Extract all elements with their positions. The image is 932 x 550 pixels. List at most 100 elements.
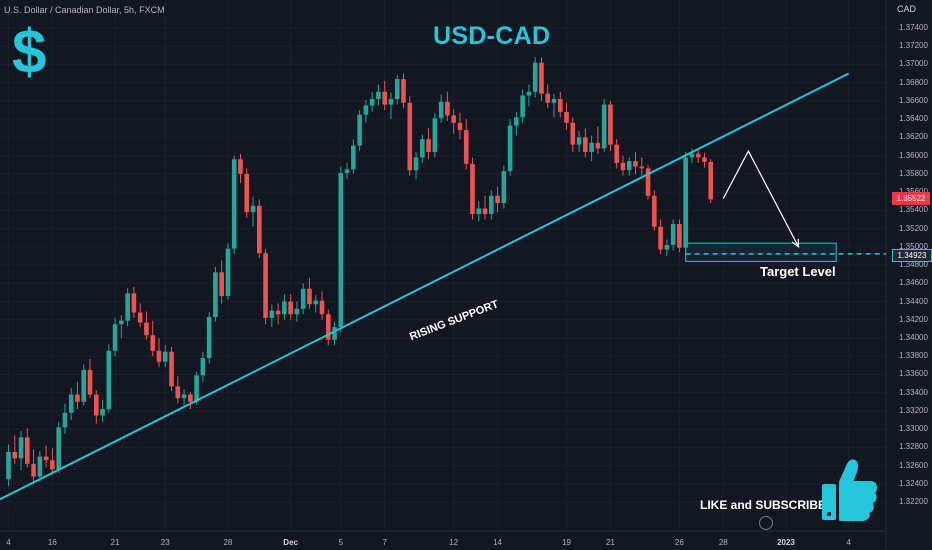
price-tick-label: 1.35800 — [899, 168, 928, 178]
candle-body — [420, 139, 425, 158]
candle — [689, 148, 695, 163]
candle-body — [31, 463, 36, 477]
candle — [601, 99, 607, 152]
currency-label: CAD — [897, 4, 917, 14]
candle-body — [269, 310, 275, 318]
candle-body — [670, 224, 676, 245]
candle — [495, 186, 500, 213]
candle-body — [12, 451, 18, 459]
tradingview-logo-icon — [759, 516, 773, 530]
subscribe-text: LIKE and SUBSCRIBE — [700, 498, 827, 512]
candle-body — [532, 62, 538, 92]
candle — [18, 431, 24, 471]
candle-body — [495, 195, 500, 204]
candle-body — [300, 288, 306, 309]
candle-body — [482, 208, 488, 214]
candle-body — [131, 293, 137, 313]
candle-body — [407, 102, 413, 171]
candle-body — [68, 394, 74, 413]
candle-body — [614, 144, 619, 163]
chart-grid — [0, 0, 886, 531]
candle-body — [476, 208, 482, 214]
candle-body — [677, 224, 682, 248]
candle — [169, 347, 174, 391]
candle — [357, 110, 362, 152]
candle — [62, 403, 68, 434]
price-tick-label: 1.34200 — [899, 314, 928, 324]
time-tick-label: 2023 — [777, 538, 795, 547]
candle-body — [332, 327, 337, 340]
price-tick-label: 1.35400 — [899, 205, 928, 215]
candle-body — [589, 142, 594, 152]
candle — [633, 151, 638, 174]
time-tick-label: 23 — [160, 538, 170, 547]
price-tick-label: 1.36000 — [899, 150, 928, 160]
time-tick-label: 4 — [846, 538, 851, 547]
candle — [181, 389, 187, 407]
candle — [75, 381, 80, 410]
price-tick-label: 1.36200 — [899, 132, 928, 142]
candle-body — [626, 161, 632, 171]
candle — [275, 303, 281, 325]
candle — [476, 201, 482, 222]
candle-body — [363, 105, 369, 115]
candle-body — [394, 79, 400, 100]
candle — [583, 128, 588, 158]
candle — [463, 119, 469, 170]
candle-body — [282, 301, 287, 315]
candle — [6, 444, 11, 486]
candle-body — [438, 101, 444, 119]
candle-body — [639, 166, 645, 169]
candle — [325, 309, 331, 346]
candle — [595, 126, 601, 154]
time-tick-label: 19 — [562, 538, 571, 547]
candle — [551, 93, 557, 118]
candle — [576, 130, 582, 152]
candle-body — [664, 244, 670, 250]
thumbs-up-icon — [822, 459, 877, 521]
price-tick-label: 1.32200 — [899, 497, 928, 507]
target-zone-box — [685, 242, 837, 262]
candle — [589, 135, 594, 162]
candle — [206, 312, 212, 364]
candle — [451, 109, 456, 134]
candle — [557, 91, 563, 118]
candle-body — [351, 145, 356, 170]
candle-body — [325, 314, 331, 340]
price-tick-label: 1.35600 — [899, 187, 928, 196]
candle-body — [507, 125, 513, 172]
candle-body — [175, 386, 181, 399]
rising-support-line — [0, 72, 850, 501]
candle — [200, 351, 206, 382]
candle-body — [125, 293, 130, 321]
price-tick-label: 1.36400 — [899, 114, 928, 124]
price-tick-label: 1.34400 — [899, 296, 928, 306]
candle — [81, 364, 87, 406]
price-tick-label: 1.33800 — [899, 351, 928, 361]
time-tick-label: 7 — [382, 538, 387, 547]
candle-body — [526, 91, 532, 96]
time-tick-label: 21 — [605, 538, 615, 547]
price-tick-label: 1.34800 — [899, 260, 928, 270]
candle-body — [514, 117, 519, 126]
price-tick-label: 1.37400 — [899, 22, 928, 32]
candle-body — [645, 168, 651, 196]
candle-body — [144, 322, 149, 336]
candle-body — [344, 169, 350, 173]
candle — [432, 112, 438, 158]
candle — [570, 117, 576, 152]
candle — [626, 157, 632, 176]
candle-body — [620, 162, 626, 171]
candle — [219, 260, 224, 304]
candle — [100, 400, 105, 422]
time-tick-label: 28 — [718, 538, 728, 547]
candle — [282, 294, 287, 320]
candle-body — [319, 300, 325, 315]
candle-body — [294, 308, 300, 315]
candle-body — [288, 301, 293, 315]
candle — [194, 371, 199, 405]
candle-body — [401, 79, 406, 103]
candle-body — [451, 115, 456, 123]
time-tick-label: 21 — [110, 538, 120, 547]
